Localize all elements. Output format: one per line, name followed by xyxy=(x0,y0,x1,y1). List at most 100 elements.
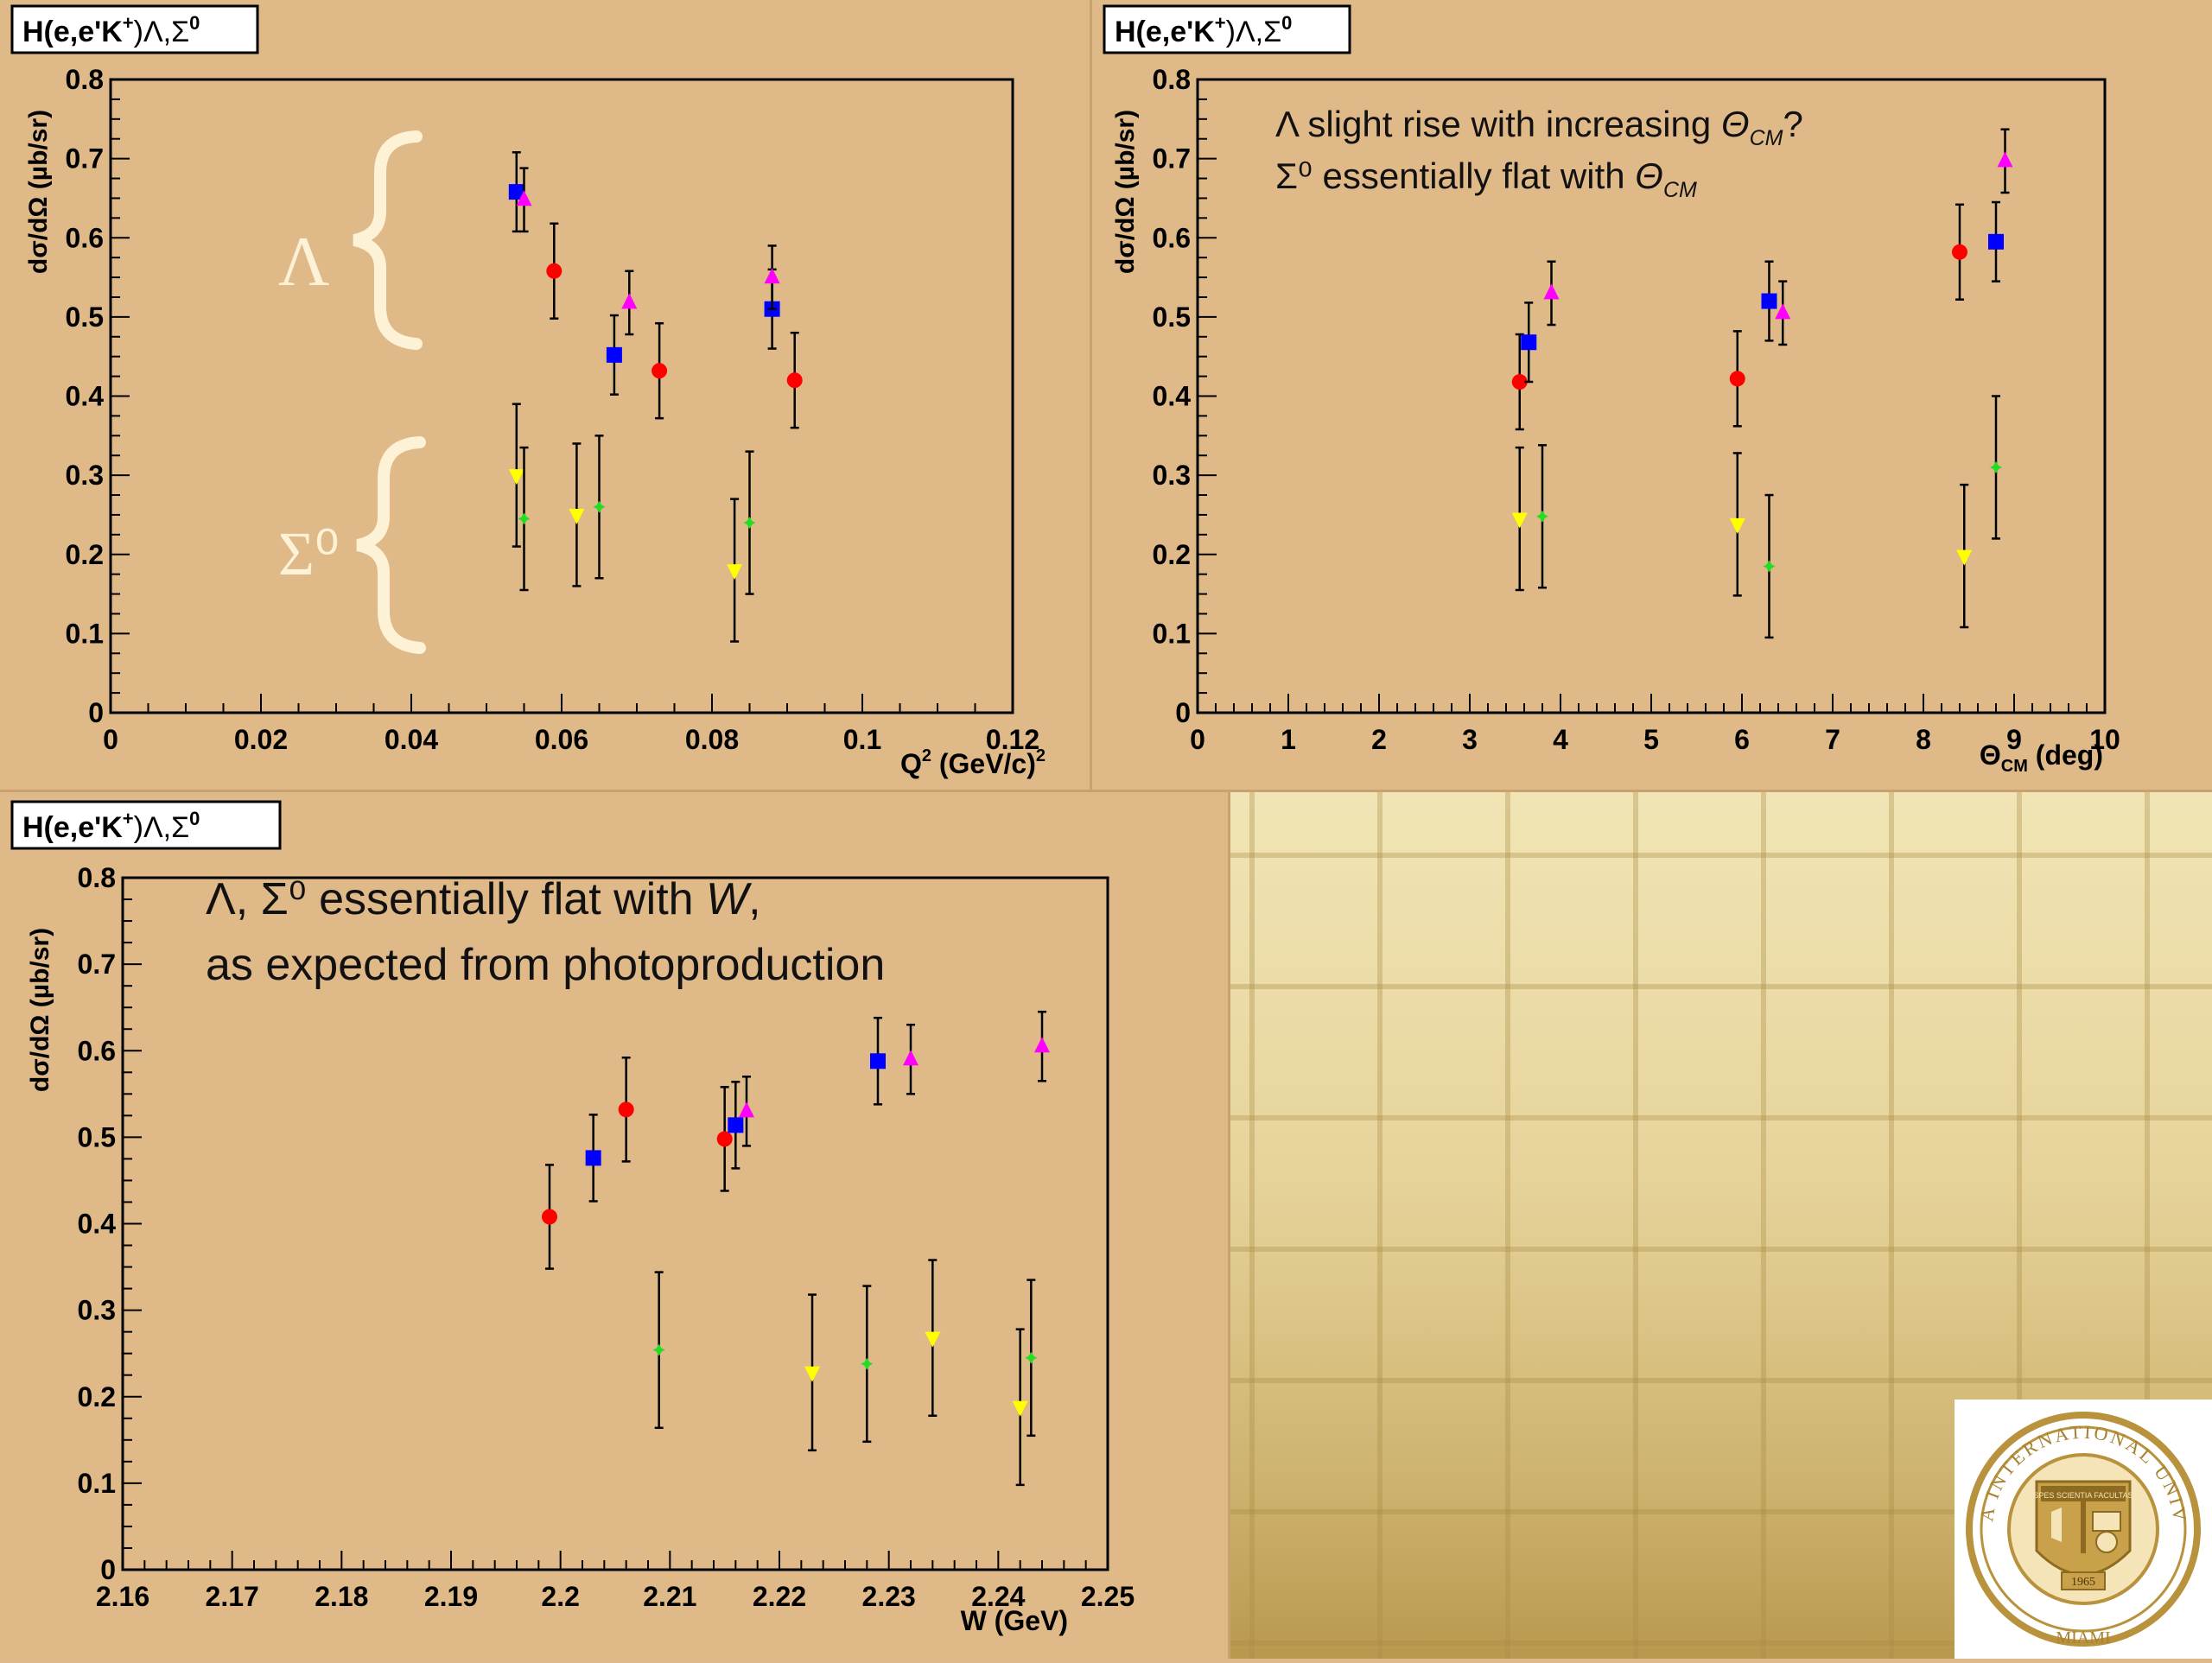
theta-chart: 0 1 2 3 4 5 6 7 8 9 10 0 0.1 0.2 0.3 0.4 0.5 0.6 0.7 0.8 H(e… xyxy=(1103,4,2120,776)
grid-line xyxy=(1230,1378,2212,1383)
x-tick-label: 6 xyxy=(1734,724,1750,755)
data-point xyxy=(1729,371,1745,387)
y-tick-label: 0.8 xyxy=(66,64,104,95)
y-tick-label: 0.2 xyxy=(78,1381,116,1412)
data-point xyxy=(1511,512,1528,529)
data-point xyxy=(764,268,780,284)
y-tick-label: 0.5 xyxy=(66,301,104,333)
y-tick-label: 0 xyxy=(88,697,104,728)
y-tick-label: 0.3 xyxy=(1153,460,1191,491)
data-point xyxy=(1761,293,1777,309)
y-tick-label: 0.1 xyxy=(1153,618,1191,649)
y-tick-label: 0.2 xyxy=(1153,539,1191,570)
data-point xyxy=(1956,549,1973,566)
w-chart: 2.16 2.17 2.18 2.19 2.2 2.21 2.22 2.23 2.24 2.25 0… xyxy=(10,800,1135,1636)
data-point xyxy=(518,512,531,525)
x-tick-label: 7 xyxy=(1825,724,1840,755)
y-tick-label: 0 xyxy=(100,1554,116,1585)
seal-year: 1965 xyxy=(2071,1576,2095,1589)
x-tick-label: 2.22 xyxy=(753,1581,806,1612)
seal-bottom-text: MIAMI xyxy=(2056,1628,2110,1647)
grid-line xyxy=(1230,1509,2212,1514)
grid-line xyxy=(1505,792,1510,1659)
data-point xyxy=(569,508,585,524)
grid-line xyxy=(2017,792,2022,1659)
chart-title-box xyxy=(1103,4,1351,54)
seal-motto: SPES SCIENTIA FACULTAS xyxy=(2033,1491,2133,1500)
y-tick-label: 0.3 xyxy=(66,460,104,491)
chart-title-box xyxy=(10,4,259,54)
x-tick-label: 0.08 xyxy=(685,724,739,755)
grid-line xyxy=(1230,1115,2212,1120)
data-point xyxy=(1521,334,1537,351)
x-tick-label: 2.17 xyxy=(206,1581,259,1612)
x-tick-label: 2.24 xyxy=(971,1581,1025,1612)
chart-annotation: Σ⁰ essentially flat with ΘCM xyxy=(1275,156,1697,202)
chart-title: H(e,e'K+)Λ,Σ0 xyxy=(22,808,200,844)
data-point xyxy=(1729,517,1745,534)
x-tick-label: 0.1 xyxy=(843,724,881,755)
q2-chart-panel: 0 0.02 0.04 0.06 0.08 0.1 0.12 0 0.1 0.2 0.3 0.4 0.5… xyxy=(0,0,1090,790)
data-point xyxy=(516,190,532,206)
lambda-brace-label: Λ xyxy=(278,222,329,301)
y-tick-label: 0.7 xyxy=(66,143,104,175)
data-point xyxy=(1997,151,2013,168)
data-point xyxy=(786,372,803,389)
grid-line xyxy=(1230,984,2212,989)
x-tick-label: 2.25 xyxy=(1081,1581,1135,1612)
grid-line xyxy=(1761,792,1766,1659)
x-tick-label: 0 xyxy=(1190,724,1205,755)
data-point xyxy=(542,1209,557,1225)
data-point xyxy=(727,564,743,581)
x-tick-label: 3 xyxy=(1462,724,1478,755)
y-tick-label: 0.7 xyxy=(78,949,116,980)
grid-line xyxy=(1230,1641,2212,1646)
grid-line xyxy=(2145,792,2150,1659)
data-point xyxy=(1536,510,1548,523)
y-tick-label: 0.4 xyxy=(1153,381,1192,412)
x-tick-label: 4 xyxy=(1553,724,1568,755)
data-point xyxy=(593,500,606,513)
x-tick-label: 2.19 xyxy=(424,1581,478,1612)
data-point xyxy=(1034,1037,1050,1053)
data-point xyxy=(546,263,563,279)
y-tick-label: 0.4 xyxy=(78,1209,117,1240)
data-point xyxy=(1763,560,1776,573)
decorative-grid-background xyxy=(1230,792,2212,1659)
data-point xyxy=(652,1343,665,1356)
y-tick-label: 0.6 xyxy=(1153,222,1191,253)
y-axis-label: dσ/dΩ (µb/sr) xyxy=(24,110,53,274)
y-tick-label: 0.8 xyxy=(78,862,116,893)
data-point xyxy=(739,1101,754,1118)
x-tick-label: 0.02 xyxy=(234,724,288,755)
grid-line xyxy=(1249,792,1255,1659)
y-tick-label: 0.5 xyxy=(78,1121,116,1152)
data-point xyxy=(1990,460,2002,473)
grid-line xyxy=(1377,792,1382,1659)
y-tick-label: 0.5 xyxy=(1153,301,1191,333)
y-axis-label: dσ/dΩ (µb/sr) xyxy=(26,928,54,1092)
x-tick-label: 2.16 xyxy=(96,1581,149,1612)
y-tick-label: 0.6 xyxy=(66,222,104,253)
data-point xyxy=(508,184,524,200)
chart-annotation: Λ, Σ⁰ essentially flat with W, xyxy=(206,874,761,924)
y-tick-label: 0.1 xyxy=(78,1468,116,1499)
chart-title-box xyxy=(10,800,282,850)
y-tick-label: 0.4 xyxy=(66,381,105,412)
chart-annotation: as expected from photoproduction xyxy=(206,940,885,990)
data-point xyxy=(903,1050,918,1066)
x-tick-label: 0.06 xyxy=(535,724,588,755)
grid-line xyxy=(1230,1247,2212,1252)
x-tick-label: 1 xyxy=(1281,724,1296,755)
panel-divider xyxy=(1090,0,1092,790)
x-tick-label: 9 xyxy=(2006,724,2022,755)
data-point xyxy=(606,346,622,363)
x-axis-label: Q2 (GeV/c)2 xyxy=(900,746,1046,779)
x-axis-label: ΘCM (deg) xyxy=(1980,739,2103,776)
data-point xyxy=(508,469,524,486)
x-tick-label: 8 xyxy=(1916,724,1931,755)
data-point xyxy=(861,1357,874,1370)
chart-annotation: Λ slight rise with increasing ΘCM? xyxy=(1275,104,1803,150)
theta-chart-panel: 0 1 2 3 4 5 6 7 8 9 10 0 0.1 0.2 0.3 0.4 0.5 0.6 0.7 0.8 H(e… xyxy=(1092,0,2212,790)
chart-title: H(e,e'K+)Λ,Σ0 xyxy=(22,12,200,48)
